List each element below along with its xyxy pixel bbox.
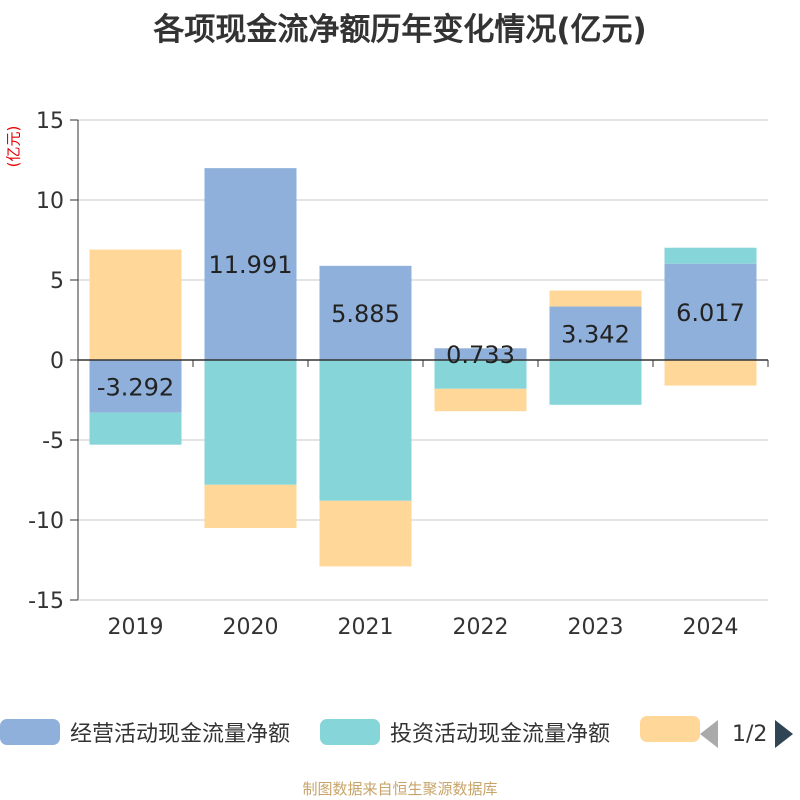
bar-2019-series-0[interactable]: [89, 360, 182, 413]
bar-2023-series-1[interactable]: [549, 360, 642, 405]
bar-2021-series-2[interactable]: [319, 500, 412, 567]
x-tick-label: 2022: [453, 615, 509, 640]
bar-2024-series-1[interactable]: [664, 247, 757, 264]
bar-2021-series-0[interactable]: [319, 265, 412, 360]
data-label-2021: 5.885: [331, 300, 400, 328]
chart-legend: 经营活动现金流量净额 投资活动现金流量净额: [0, 716, 800, 756]
legend-label-operating: 经营活动现金流量净额: [70, 722, 291, 747]
y-tick-label: 0: [50, 349, 64, 374]
y-tick-label: -5: [42, 429, 64, 454]
bar-2022-series-2[interactable]: [434, 388, 527, 412]
legend-item-investing[interactable]: 投资活动现金流量净额: [320, 716, 610, 748]
bar-2020-series-0[interactable]: [204, 168, 297, 360]
legend-item-financing[interactable]: [640, 716, 700, 742]
data-label-2019: -3.292: [97, 373, 174, 401]
legend-swatch-investing: [320, 719, 380, 745]
legend-swatch-operating: [0, 719, 60, 745]
legend-item-operating[interactable]: 经营活动现金流量净额: [0, 716, 290, 748]
y-tick-label: 5: [50, 269, 64, 294]
legend-swatch-financing: [640, 716, 700, 742]
bar-2021-series-1[interactable]: [319, 360, 412, 501]
legend-prev-page-icon[interactable]: [700, 720, 718, 748]
y-tick-label: -10: [28, 509, 64, 534]
bar-2020-series-1[interactable]: [204, 360, 297, 485]
chart-title: 各项现金流净额历年变化情况(亿元): [153, 12, 647, 48]
bar-2023-series-0[interactable]: [549, 306, 642, 360]
x-tick-label: 2019: [108, 615, 164, 640]
x-tick-label: 2020: [223, 615, 279, 640]
legend-page-indicator: 1/2: [732, 721, 768, 747]
x-tick-label: 2021: [338, 615, 394, 640]
y-tick-label: -15: [28, 589, 64, 614]
bar-2024-series-0[interactable]: [664, 263, 757, 360]
data-label-2023: 3.342: [561, 320, 630, 348]
legend-pager: 1/2: [700, 716, 794, 752]
x-tick-label: 2024: [683, 615, 739, 640]
data-label-2022: 0.733: [446, 341, 515, 369]
y-tick-label: 10: [36, 189, 64, 214]
legend-next-page-icon[interactable]: [775, 720, 794, 748]
legend-label-investing: 投资活动现金流量净额: [390, 722, 611, 747]
y-tick-label: 15: [36, 109, 64, 134]
bar-2020-series-2[interactable]: [204, 484, 297, 528]
bar-2023-series-2[interactable]: [549, 290, 642, 307]
x-tick-label: 2023: [568, 615, 624, 640]
bar-2024-series-2[interactable]: [664, 360, 757, 386]
data-label-2024: 6.017: [676, 299, 745, 327]
data-label-2020: 11.991: [209, 251, 293, 279]
bar-2022-series-0[interactable]: [434, 348, 527, 360]
bar-2022-series-1[interactable]: [434, 360, 527, 389]
bar-2019-series-1[interactable]: [89, 412, 182, 445]
bar-2019-series-2[interactable]: [89, 249, 182, 360]
data-source-note: 制图数据来自恒生聚源数据库: [302, 780, 498, 798]
